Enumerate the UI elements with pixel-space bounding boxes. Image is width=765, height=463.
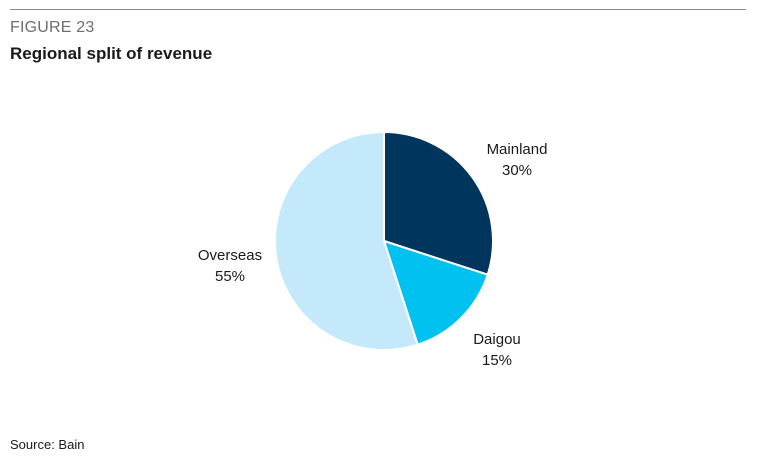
slice-name-daigou: Daigou [473,331,521,348]
slice-name-mainland: Mainland [487,141,548,158]
pie-labels: Mainland 30% Daigou 15% Overseas 55% [198,141,548,369]
top-rule [10,9,746,10]
slice-value-overseas: 55% [215,268,245,285]
pie-slice-mainland [383,130,494,276]
chart-title: Regional split of revenue [10,44,213,63]
pie-slices [274,130,494,351]
slice-value-daigou: 15% [482,352,512,369]
slice-name-overseas: Overseas [198,247,262,264]
figure-number: FIGURE 23 [10,19,95,36]
pie-slice-overseas [274,130,419,351]
source-note: Source: Bain [10,437,85,452]
slice-value-mainland: 30% [502,162,532,179]
